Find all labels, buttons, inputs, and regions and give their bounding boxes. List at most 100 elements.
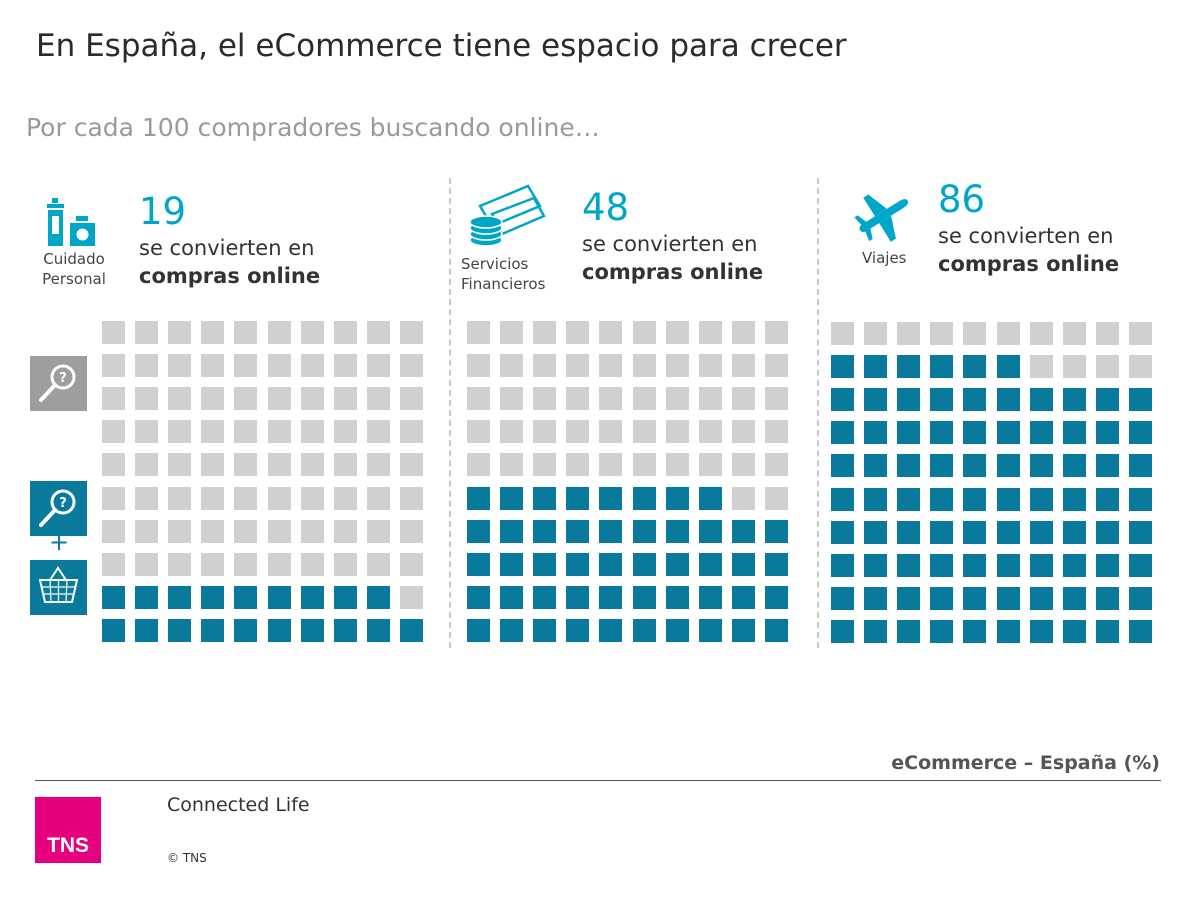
- waffle-square-empty: [102, 453, 125, 476]
- waffle-square-empty: [135, 520, 158, 543]
- waffle-square-empty: [566, 354, 589, 377]
- waffle-square-empty: [168, 453, 191, 476]
- waffle-square-filled: [831, 454, 854, 477]
- waffle-square-empty: [168, 387, 191, 410]
- waffle-square-filled: [1096, 587, 1119, 610]
- waffle-square-filled: [268, 586, 291, 609]
- waffle-square-empty: [467, 387, 490, 410]
- waffle-square-filled: [1096, 454, 1119, 477]
- waffle-square-filled: [666, 520, 689, 543]
- waffle-square-empty: [997, 322, 1020, 345]
- waffle-square-filled: [765, 619, 788, 642]
- waffle-square-filled: [864, 620, 887, 643]
- waffle-square-filled: [1096, 620, 1119, 643]
- waffle-square-empty: [268, 420, 291, 443]
- waffle-square-empty: [666, 321, 689, 344]
- waffle-square-empty: [599, 321, 622, 344]
- waffle-square-filled: [997, 521, 1020, 544]
- waffle-square-empty: [566, 387, 589, 410]
- waffle-square-filled: [1129, 388, 1152, 411]
- waffle-square-empty: [765, 453, 788, 476]
- waffle-square-empty: [334, 321, 357, 344]
- shopping-basket-icon: [30, 560, 87, 615]
- waffle-square-empty: [599, 453, 622, 476]
- waffle-square-empty: [234, 387, 257, 410]
- waffle-square-filled: [997, 355, 1020, 378]
- waffle-square-empty: [533, 387, 556, 410]
- waffle-square-filled: [1063, 620, 1086, 643]
- waffle-square-filled: [500, 487, 523, 510]
- waffle-square-empty: [732, 354, 755, 377]
- waffle-square-empty: [301, 453, 324, 476]
- waffle-square-filled: [963, 355, 986, 378]
- waffle-square-empty: [666, 420, 689, 443]
- waffle-square-filled: [566, 586, 589, 609]
- waffle-square-filled: [930, 355, 953, 378]
- waffle-square-filled: [831, 554, 854, 577]
- conversion-text: se convierten en: [582, 232, 758, 256]
- waffle-square-filled: [500, 619, 523, 642]
- waffle-square-empty: [268, 553, 291, 576]
- waffle-square-filled: [765, 520, 788, 543]
- waffle-square-filled: [1063, 454, 1086, 477]
- waffle-square-filled: [963, 488, 986, 511]
- conversion-text: se convierten en: [938, 224, 1114, 248]
- conversion-bold-text: compras online: [582, 260, 764, 284]
- waffle-square-empty: [367, 453, 390, 476]
- waffle-square-filled: [732, 619, 755, 642]
- waffle-square-filled: [997, 488, 1020, 511]
- waffle-square-empty: [234, 420, 257, 443]
- waffle-square-empty: [864, 322, 887, 345]
- waffle-square-filled: [1030, 421, 1053, 444]
- waffle-square-filled: [864, 388, 887, 411]
- waffle-square-filled: [500, 553, 523, 576]
- waffle-square-empty: [201, 453, 224, 476]
- waffle-square-filled: [930, 388, 953, 411]
- waffle-square-empty: [500, 321, 523, 344]
- waffle-square-empty: [699, 453, 722, 476]
- category-label-servicios-financieros: Servicios Financieros: [461, 254, 545, 294]
- waffle-square-filled: [930, 421, 953, 444]
- waffle-square-filled: [633, 553, 656, 576]
- waffle-square-empty: [234, 321, 257, 344]
- waffle-square-empty: [268, 453, 291, 476]
- copyright: © TNS: [167, 851, 207, 865]
- waffle-square-empty: [930, 322, 953, 345]
- waffle-square-filled: [500, 586, 523, 609]
- waffle-square-empty: [102, 387, 125, 410]
- waffle-square-empty: [400, 387, 423, 410]
- waffle-square-empty: [334, 354, 357, 377]
- waffle-square-filled: [930, 454, 953, 477]
- waffle-square-filled: [732, 553, 755, 576]
- waffle-square-filled: [599, 586, 622, 609]
- waffle-square-filled: [201, 619, 224, 642]
- waffle-square-empty: [633, 420, 656, 443]
- waffle-square-empty: [732, 487, 755, 510]
- waffle-square-empty: [831, 322, 854, 345]
- waffle-square-empty: [765, 354, 788, 377]
- waffle-square-filled: [1030, 620, 1053, 643]
- waffle-square-empty: [367, 321, 390, 344]
- waffle-square-empty: [102, 487, 125, 510]
- waffle-square-empty: [334, 387, 357, 410]
- category-label-cuidado-personal: Cuidado Personal: [34, 249, 114, 289]
- waffle-square-filled: [201, 586, 224, 609]
- conversion-bold-text: compras online: [139, 264, 321, 288]
- waffle-square-filled: [334, 619, 357, 642]
- waffle-square-empty: [102, 420, 125, 443]
- waffle-square-filled: [699, 553, 722, 576]
- waffle-square-filled: [633, 487, 656, 510]
- category-label-line: Servicios: [461, 255, 529, 273]
- waffle-square-empty: [467, 420, 490, 443]
- waffle-square-empty: [533, 354, 556, 377]
- category-label-line: Financieros: [461, 275, 546, 293]
- waffle-square-empty: [666, 354, 689, 377]
- waffle-square-filled: [1129, 620, 1152, 643]
- waffle-square-filled: [963, 388, 986, 411]
- waffle-square-filled: [533, 487, 556, 510]
- waffle-square-empty: [367, 354, 390, 377]
- waffle-square-empty: [234, 553, 257, 576]
- waffle-square-filled: [897, 620, 920, 643]
- waffle-square-filled: [566, 619, 589, 642]
- waffle-square-filled: [864, 454, 887, 477]
